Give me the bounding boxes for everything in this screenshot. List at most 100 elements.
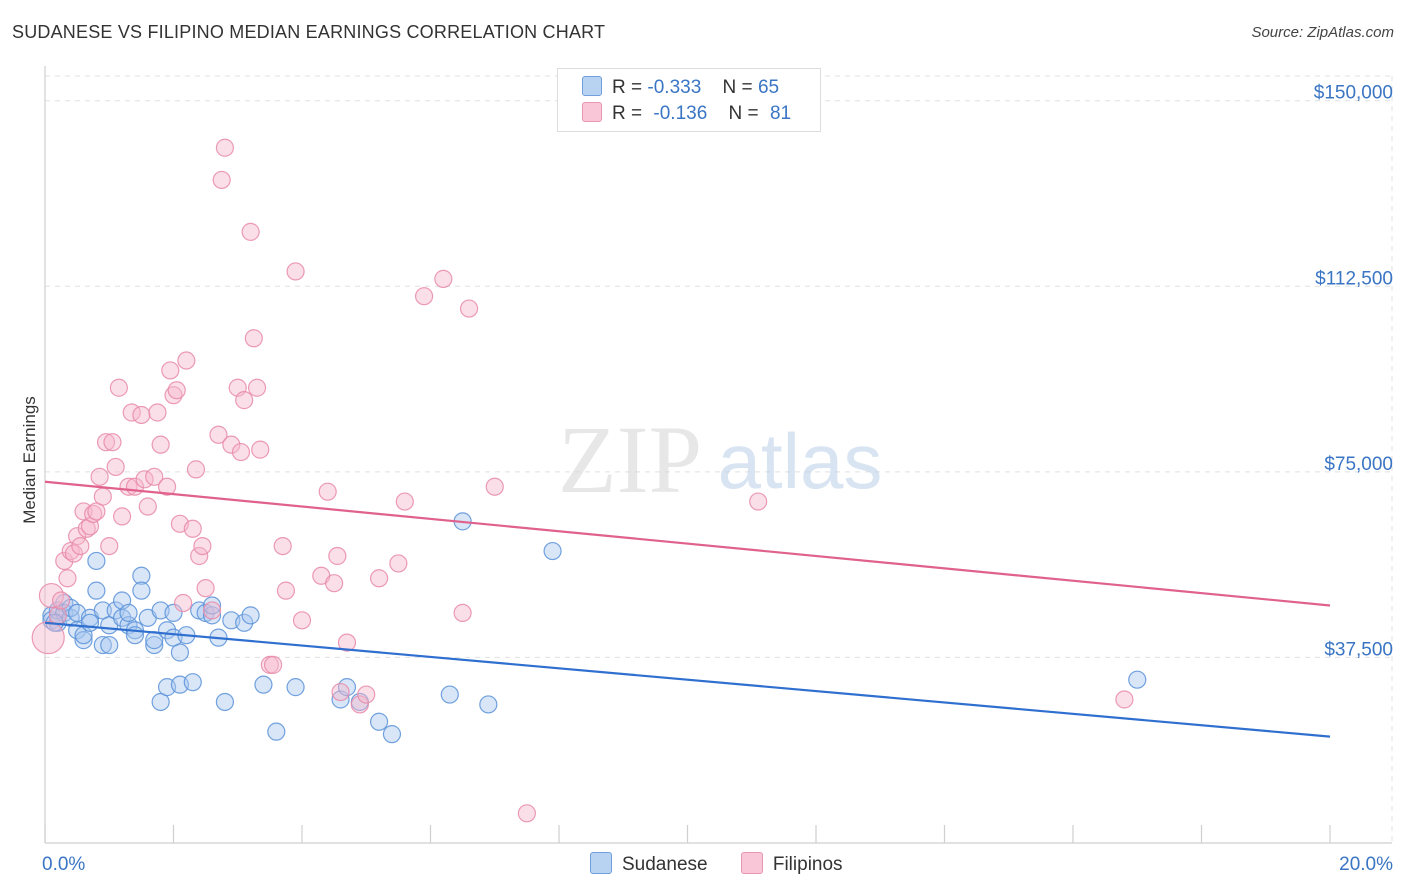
filipino-point xyxy=(247,378,267,397)
filipino-point xyxy=(370,569,389,588)
filipino-point xyxy=(186,460,206,479)
y-tick-label: $75,000 xyxy=(1324,454,1393,475)
watermark-zip: ZIP xyxy=(558,406,702,513)
tick-labels: $37,500 $75,000 $112,500 $150,000 0.0% 20.0% xyxy=(42,83,1393,875)
sudanese-point xyxy=(215,692,234,712)
filipino-point xyxy=(357,685,376,704)
watermark-atlas: atlas xyxy=(718,417,883,505)
filipino-point xyxy=(138,497,157,516)
filipino-point xyxy=(328,546,347,566)
filipino-point xyxy=(190,546,209,566)
filipino-point xyxy=(325,574,344,593)
filipino-point xyxy=(55,551,74,571)
filipino-point xyxy=(517,804,536,823)
sudanese-trend-line xyxy=(44,621,1331,738)
y-tick-label: $37,500 xyxy=(1324,639,1393,660)
filipino-point xyxy=(286,262,305,281)
legend-r-filipinos: -0.136 xyxy=(653,103,708,124)
filipino-point xyxy=(151,435,170,454)
source-label: Source: ZipAtlas.com xyxy=(1251,24,1394,41)
filipino-point xyxy=(109,378,128,397)
filipino-point xyxy=(273,536,292,556)
sudanese-point xyxy=(119,603,138,623)
filipino-point xyxy=(174,593,193,613)
correlation-legend: R = -0.333 N = 65 R = -0.136 N = 81 xyxy=(557,68,821,132)
filipino-trend-line xyxy=(44,480,1331,607)
filipino-point xyxy=(177,351,196,370)
filipino-point xyxy=(337,633,357,652)
filipino-point xyxy=(161,361,180,380)
filipino-point xyxy=(112,507,132,526)
filipino-point xyxy=(202,601,222,620)
filipino-point xyxy=(193,536,212,556)
sudanese-point xyxy=(164,603,183,623)
filipino-point xyxy=(1115,690,1134,709)
filipino-point xyxy=(241,222,260,241)
filipino-point xyxy=(167,381,186,400)
filipino-point xyxy=(58,569,77,588)
filipino-point xyxy=(485,477,504,496)
filipino-point xyxy=(434,269,453,288)
legend-n-label: N = xyxy=(722,77,753,98)
filipino-point xyxy=(148,403,167,422)
series-legend: Sudanese Filipinos xyxy=(590,852,871,876)
filipino-point xyxy=(212,170,231,190)
filipino-point xyxy=(145,467,164,486)
x-tick-label-end: 20.0% xyxy=(1339,854,1393,875)
sudanese-point xyxy=(202,596,222,615)
filipino-point xyxy=(164,386,183,405)
filipino-point xyxy=(132,405,151,425)
legend-row-filipinos: R = -0.136 N = 81 xyxy=(582,102,791,126)
filipino-point xyxy=(51,591,71,610)
sudanese-point xyxy=(87,551,106,571)
y-tick-label: $150,000 xyxy=(1314,83,1393,104)
filipino-point xyxy=(244,329,263,348)
filipino-point xyxy=(106,457,125,477)
filipino-point xyxy=(350,695,369,714)
sudanese-point xyxy=(145,635,164,655)
sudanese-point xyxy=(170,643,190,662)
x-tick-label-start: 0.0% xyxy=(42,854,85,875)
sudanese-point xyxy=(1128,670,1147,689)
legend-swatch-filipinos xyxy=(740,852,763,874)
filipino-point xyxy=(157,477,177,496)
sudanese-point xyxy=(286,678,305,697)
filipino-point xyxy=(453,603,472,623)
filipino-point xyxy=(215,138,234,157)
gridlines xyxy=(45,75,1393,843)
sudanese-point xyxy=(370,712,389,731)
sudanese-point xyxy=(132,581,151,600)
filipino-point xyxy=(84,504,103,524)
filipino-point xyxy=(276,581,296,600)
filipino-point xyxy=(263,655,283,674)
filipino-point xyxy=(93,487,112,506)
filipino-point xyxy=(331,682,350,702)
filipino-point xyxy=(183,519,202,538)
legend-label-filipinos: Filipinos xyxy=(772,854,843,875)
sudanese-point xyxy=(543,541,562,561)
chart-title: SUDANESE VS FILIPINO MEDIAN EARNINGS COR… xyxy=(12,22,606,42)
sudanese-point xyxy=(183,673,202,692)
legend-label-sudanese: Sudanese xyxy=(622,854,708,875)
legend-r-label: R = xyxy=(612,103,643,124)
sudanese-point xyxy=(235,613,254,632)
filipino-point xyxy=(103,433,122,452)
filipino-point xyxy=(292,611,312,630)
legend-item-filipinos[interactable]: Filipinos xyxy=(740,852,843,876)
legend-n-label: N = xyxy=(728,103,759,124)
legend-item-sudanese[interactable]: Sudanese xyxy=(590,852,708,876)
sudanese-point xyxy=(100,635,119,655)
filipino-points xyxy=(31,138,1134,823)
filipino-point xyxy=(251,440,270,459)
filipino-point xyxy=(48,606,67,625)
filipino-point xyxy=(100,536,119,556)
legend-r-sudanese: -0.333 xyxy=(647,77,702,98)
sudanese-point xyxy=(87,581,106,600)
filipino-point xyxy=(749,492,768,511)
sudanese-point xyxy=(93,635,112,655)
legend-swatch-filipinos xyxy=(582,102,602,122)
sudanese-point xyxy=(479,695,498,714)
filipino-point xyxy=(96,433,116,452)
sudanese-point xyxy=(202,606,222,625)
sudanese-point xyxy=(440,685,459,704)
